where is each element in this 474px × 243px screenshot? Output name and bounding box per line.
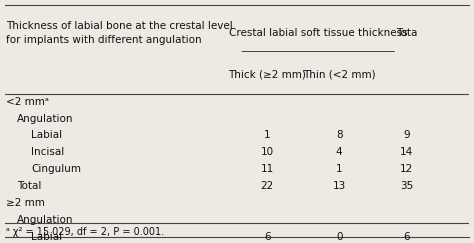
Text: Total: Total bbox=[17, 181, 42, 191]
Text: 22: 22 bbox=[261, 181, 274, 191]
Text: 35: 35 bbox=[400, 181, 413, 191]
Text: Incisal: Incisal bbox=[31, 148, 64, 157]
Text: 4: 4 bbox=[336, 148, 343, 157]
Text: Thick (≥2 mm): Thick (≥2 mm) bbox=[228, 70, 306, 80]
Text: 11: 11 bbox=[261, 164, 274, 174]
Text: Thickness of labial bone at the crestal level
for implants with different angula: Thickness of labial bone at the crestal … bbox=[6, 21, 232, 45]
Text: Thin (<2 mm): Thin (<2 mm) bbox=[303, 70, 375, 80]
Text: 12: 12 bbox=[400, 164, 413, 174]
Text: Angulation: Angulation bbox=[17, 113, 74, 124]
Text: Tota: Tota bbox=[396, 28, 417, 38]
Text: ᵃ χ² = 15.029, df = 2, P = 0.001.: ᵃ χ² = 15.029, df = 2, P = 0.001. bbox=[6, 227, 164, 237]
Text: 6: 6 bbox=[264, 232, 271, 242]
Text: 8: 8 bbox=[336, 130, 343, 140]
Text: 9: 9 bbox=[403, 130, 410, 140]
Text: 10: 10 bbox=[261, 148, 274, 157]
Text: ≥2 mm: ≥2 mm bbox=[6, 198, 45, 208]
Text: Cingulum: Cingulum bbox=[31, 164, 81, 174]
Text: 1: 1 bbox=[336, 164, 343, 174]
Text: Angulation: Angulation bbox=[17, 215, 74, 225]
Text: 0: 0 bbox=[336, 232, 342, 242]
Text: Labial: Labial bbox=[31, 130, 63, 140]
Text: 6: 6 bbox=[403, 232, 410, 242]
Text: 1: 1 bbox=[264, 130, 271, 140]
Text: <2 mmᵃ: <2 mmᵃ bbox=[6, 97, 48, 107]
Text: 13: 13 bbox=[333, 181, 346, 191]
Text: Crestal labial soft tissue thickness: Crestal labial soft tissue thickness bbox=[229, 28, 408, 38]
Text: Labial: Labial bbox=[31, 232, 63, 242]
Text: 14: 14 bbox=[400, 148, 413, 157]
